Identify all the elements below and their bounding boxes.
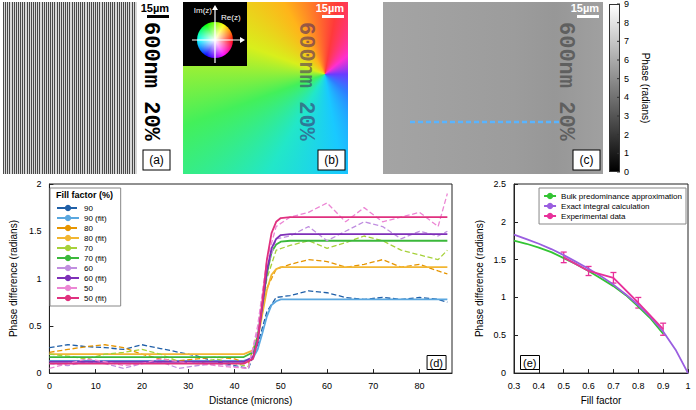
svg-text:1.5: 1.5 bbox=[29, 226, 42, 236]
svg-text:Fill factor: Fill factor bbox=[581, 395, 622, 406]
svg-text:0.5: 0.5 bbox=[557, 381, 570, 391]
svg-text:5: 5 bbox=[624, 74, 629, 84]
svg-text:90: 90 bbox=[84, 204, 93, 213]
svg-text:Distance (microns): Distance (microns) bbox=[209, 395, 292, 406]
svg-text:70 (fit): 70 (fit) bbox=[84, 254, 107, 263]
svg-text:90 (fit): 90 (fit) bbox=[84, 214, 107, 223]
svg-text:2: 2 bbox=[624, 130, 629, 140]
svg-text:1: 1 bbox=[685, 381, 690, 391]
svg-text:60: 60 bbox=[84, 264, 93, 273]
svg-text:80: 80 bbox=[415, 381, 425, 391]
svg-text:2: 2 bbox=[501, 217, 506, 227]
svg-text:1: 1 bbox=[624, 148, 629, 158]
svg-text:2: 2 bbox=[36, 179, 41, 189]
svg-text:0.3: 0.3 bbox=[508, 381, 521, 391]
svg-text:(d): (d) bbox=[430, 357, 443, 369]
svg-text:600nm 20%: 600nm 20% bbox=[553, 22, 578, 142]
svg-text:0: 0 bbox=[47, 381, 52, 391]
svg-text:Experimental data: Experimental data bbox=[561, 212, 626, 221]
svg-text:(b): (b) bbox=[324, 153, 339, 167]
svg-text:0: 0 bbox=[36, 368, 41, 378]
svg-text:9: 9 bbox=[624, 0, 629, 9]
svg-text:Bulk predominance approximatio: Bulk predominance approximation bbox=[561, 192, 682, 201]
svg-text:Phase (radians): Phase (radians) bbox=[640, 53, 651, 124]
svg-text:40: 40 bbox=[230, 381, 240, 391]
svg-text:Fill factor (%): Fill factor (%) bbox=[56, 190, 113, 200]
svg-text:50: 50 bbox=[84, 284, 93, 293]
svg-text:20: 20 bbox=[137, 381, 147, 391]
svg-text:0.8: 0.8 bbox=[632, 381, 645, 391]
svg-text:Re(z): Re(z) bbox=[221, 13, 241, 22]
svg-text:0.9: 0.9 bbox=[657, 381, 670, 391]
svg-text:15µm: 15µm bbox=[316, 2, 345, 14]
svg-text:0.5: 0.5 bbox=[493, 330, 506, 340]
svg-text:0: 0 bbox=[624, 167, 629, 176]
svg-text:6: 6 bbox=[624, 55, 629, 65]
svg-text:1: 1 bbox=[36, 274, 41, 284]
svg-text:30: 30 bbox=[183, 381, 193, 391]
svg-text:Im(z): Im(z) bbox=[194, 6, 213, 15]
svg-text:Exact integral calculation: Exact integral calculation bbox=[561, 202, 650, 211]
svg-text:70: 70 bbox=[368, 381, 378, 391]
svg-text:600nm 20%: 600nm 20% bbox=[293, 22, 318, 142]
svg-text:3: 3 bbox=[624, 111, 629, 121]
svg-text:70: 70 bbox=[84, 244, 93, 253]
svg-text:80: 80 bbox=[84, 224, 93, 233]
svg-text:80 (fit): 80 (fit) bbox=[84, 234, 107, 243]
svg-text:10: 10 bbox=[91, 381, 101, 391]
svg-text:60 (fit): 60 (fit) bbox=[84, 274, 107, 283]
svg-text:(a): (a) bbox=[149, 153, 164, 167]
svg-text:0.5: 0.5 bbox=[29, 321, 42, 331]
svg-text:(e): (e) bbox=[523, 357, 536, 369]
svg-text:Phase difference (radians): Phase difference (radians) bbox=[8, 220, 19, 337]
svg-text:50 (fit): 50 (fit) bbox=[84, 294, 107, 303]
svg-text:1.5: 1.5 bbox=[493, 255, 506, 265]
svg-text:0.7: 0.7 bbox=[607, 381, 620, 391]
svg-text:0: 0 bbox=[501, 368, 506, 378]
svg-text:60: 60 bbox=[322, 381, 332, 391]
svg-text:15µm: 15µm bbox=[571, 2, 600, 14]
svg-text:2.5: 2.5 bbox=[493, 179, 506, 189]
svg-text:15µm: 15µm bbox=[141, 2, 170, 14]
svg-text:0.6: 0.6 bbox=[582, 381, 595, 391]
svg-text:50: 50 bbox=[276, 381, 286, 391]
svg-text:4: 4 bbox=[624, 92, 629, 102]
svg-text:0.4: 0.4 bbox=[533, 381, 546, 391]
svg-text:8: 8 bbox=[624, 18, 629, 28]
svg-text:1: 1 bbox=[501, 292, 506, 302]
svg-text:Phase difference (radians): Phase difference (radians) bbox=[474, 220, 485, 337]
svg-text:7: 7 bbox=[624, 36, 629, 46]
svg-text:600nm 20%: 600nm 20% bbox=[138, 22, 163, 142]
svg-text:(c): (c) bbox=[580, 153, 594, 167]
